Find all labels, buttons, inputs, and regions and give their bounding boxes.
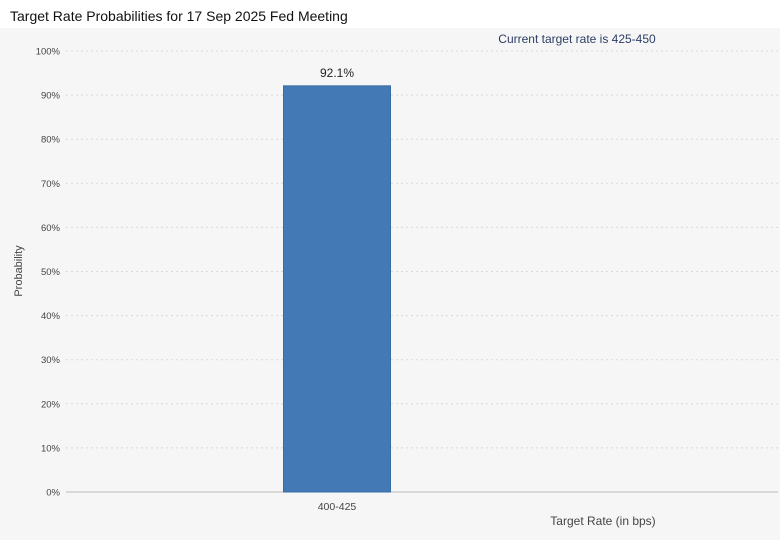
y-tick-label: 90% <box>41 91 61 102</box>
y-tick-label: 50% <box>41 267 61 278</box>
y-tick-label: 0% <box>46 488 60 499</box>
x-axis-label: Target Rate (in bps) <box>550 514 655 528</box>
y-tick-label: 70% <box>41 179 61 190</box>
y-tick-label: 60% <box>41 223 61 234</box>
y-tick-label: 100% <box>36 47 61 58</box>
bars: 92.1% <box>283 66 391 493</box>
chart-subtitle: Current target rate is 425-450 <box>498 32 656 46</box>
y-tick-label: 30% <box>41 355 61 366</box>
x-tick-labels: 400-425 <box>318 501 357 513</box>
y-tick-label: 20% <box>41 399 61 410</box>
title-bar: Target Rate Probabilities for 17 Sep 202… <box>0 0 780 32</box>
y-axis-label: Probability <box>13 245 25 297</box>
bar-chart: 0%10%20%30%40%50%60%70%80%90%100% 92.1% … <box>13 32 778 528</box>
bar-400-425[interactable] <box>283 85 391 493</box>
chart-title: Target Rate Probabilities for 17 Sep 202… <box>10 8 348 24</box>
y-tick-label: 10% <box>41 443 61 454</box>
y-tick-labels: 0% 10% 20% 30% 40% 50% 60% 70% 80% 90% 100% <box>36 47 61 499</box>
y-tick-label: 40% <box>41 311 61 322</box>
bar-value-label: 92.1% <box>320 66 354 80</box>
x-tick-label: 400-425 <box>318 501 357 513</box>
chart-area: 0% 10% 20% 30% 40% 50% 60% 70% 80% 90% 100% 92.1% … <box>0 28 780 540</box>
grid-lines <box>66 50 778 449</box>
y-tick-label: 80% <box>41 135 61 146</box>
